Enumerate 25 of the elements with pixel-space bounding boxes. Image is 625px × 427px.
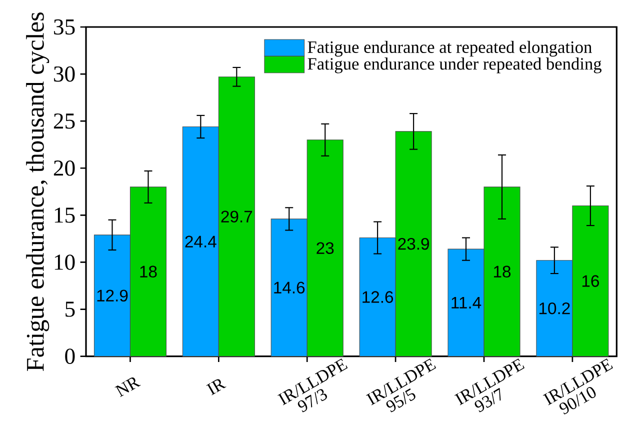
data-label: 23.9 — [398, 238, 429, 250]
data-label: 18 — [494, 266, 511, 278]
data-label: 24.4 — [185, 236, 216, 248]
data-label: 16 — [582, 275, 599, 287]
data-label: 11.4 — [452, 296, 482, 308]
y-tick-label: 20 — [54, 160, 75, 176]
data-label: 12.9 — [97, 290, 128, 302]
y-tick-label: 30 — [54, 66, 75, 82]
y-tick-label: 15 — [54, 208, 75, 223]
x-tick-label: IR — [206, 379, 226, 396]
y-tick-label: 35 — [54, 19, 75, 35]
y-tick-label: 10 — [54, 254, 75, 270]
y-tick-label: 25 — [54, 113, 75, 129]
data-label: 14.6 — [274, 282, 305, 294]
legend-label: Fatigue endurance under repeated bending — [308, 58, 602, 74]
legend-label: Fatigue endurance at repeated elongation — [308, 40, 592, 57]
data-label: 23 — [316, 242, 334, 254]
y-tick-label: 5 — [66, 302, 75, 317]
data-label: 12.6 — [362, 291, 394, 303]
data-label: 29.7 — [221, 210, 252, 222]
y-axis-title: Fatigue endurance, thousand cycles — [26, 12, 50, 372]
y-tick-label: 0 — [65, 348, 75, 364]
data-label: 10.2 — [539, 302, 570, 314]
data-label: 18 — [140, 266, 157, 278]
x-tick-label: NR — [114, 378, 141, 398]
